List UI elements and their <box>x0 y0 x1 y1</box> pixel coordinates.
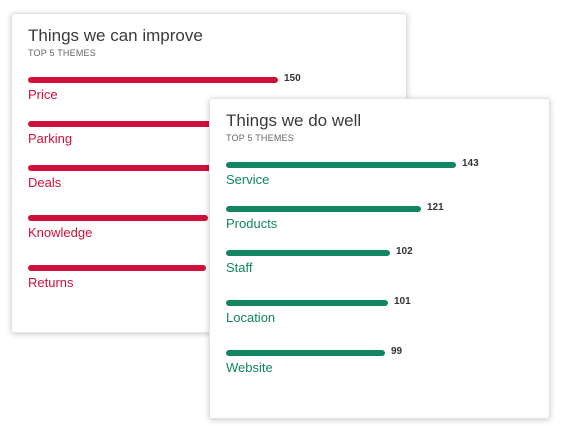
bar-category-label: Staff <box>226 260 253 275</box>
bar-value-label: 143 <box>462 158 479 169</box>
bar-value-label: 99 <box>391 346 403 357</box>
bar <box>28 121 271 127</box>
bar-value-label: 102 <box>396 246 413 257</box>
well-card: Things we do well TOP 5 THEMES 143 Servic… <box>209 98 550 419</box>
bar-category-label: Knowledge <box>28 225 93 240</box>
bar-value-label: 121 <box>427 202 444 213</box>
bar <box>226 206 421 212</box>
improve-card-title: Things we can improve <box>28 26 203 45</box>
bar <box>226 350 385 356</box>
bar-category-label: Price <box>28 87 58 102</box>
bar-category-label: Website <box>226 360 273 375</box>
bar-value-label: 150 <box>284 73 301 84</box>
bar-category-label: Deals <box>28 175 62 190</box>
well-card-title: Things we do well <box>226 111 362 130</box>
bar <box>226 300 388 306</box>
bar <box>28 265 206 271</box>
bar <box>226 162 456 168</box>
bar <box>28 215 208 221</box>
bar-category-label: Products <box>226 216 278 231</box>
bar <box>226 250 390 256</box>
bar <box>28 165 215 171</box>
improve-card-subtitle: TOP 5 THEMES <box>28 48 96 58</box>
bar-value-label: 101 <box>394 296 411 307</box>
well-card-subtitle: TOP 5 THEMES <box>226 133 294 143</box>
bar <box>28 77 278 83</box>
bar-category-label: Service <box>226 172 270 187</box>
bar-category-label: Location <box>226 310 276 325</box>
bar-category-label: Returns <box>28 275 74 290</box>
bar-category-label: Parking <box>28 131 73 146</box>
